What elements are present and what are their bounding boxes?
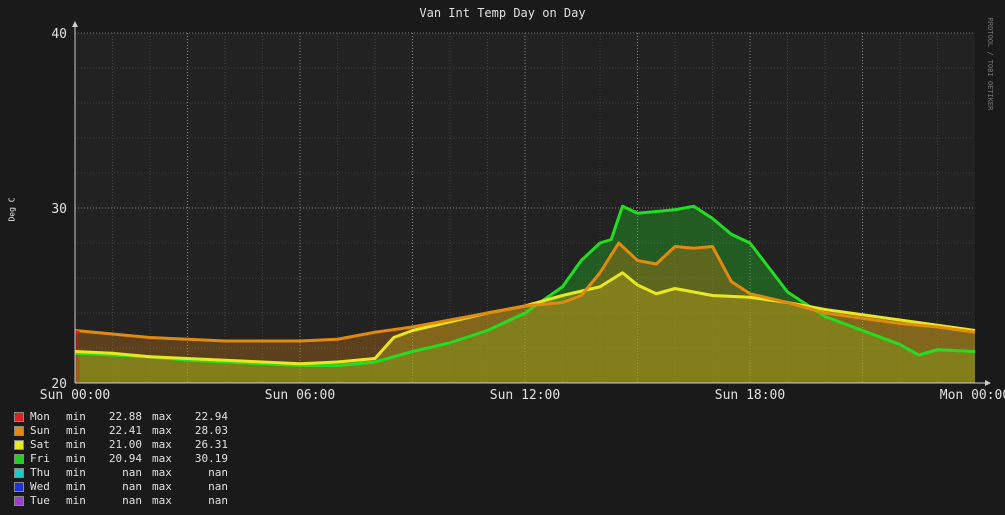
legend-swatch-mon xyxy=(14,412,24,422)
y-axis-label: Deg C xyxy=(7,197,17,222)
legend-name: Wed xyxy=(30,480,50,493)
legend-max-value: nan xyxy=(208,480,228,493)
y-tick-label: 20 xyxy=(51,377,67,392)
legend-max-value: nan xyxy=(208,494,228,507)
chart-title: Van Int Temp Day on Day xyxy=(419,6,586,20)
legend-min-label: min xyxy=(66,466,86,479)
legend-max-label: max xyxy=(152,410,172,423)
legend-min-value: nan xyxy=(122,466,142,479)
legend-swatch-tue xyxy=(14,496,24,506)
legend-swatch-wed xyxy=(14,482,24,492)
legend-min-value: 22.41 xyxy=(108,424,142,437)
legend-name: Thu xyxy=(30,466,50,479)
series-line-sun xyxy=(74,241,976,343)
legend-min-value: 22.88 xyxy=(108,410,142,423)
legend-name: Mon xyxy=(30,410,50,423)
legend-name: Sun xyxy=(30,424,50,437)
legend-row-wed: Wed min nan max nan xyxy=(14,480,228,494)
legend-row-fri: Fri min 20.94 max 30.19 xyxy=(14,452,228,466)
legend-swatch-sun xyxy=(14,426,24,436)
legend-row-sun: Sun min 22.41 max 28.03 xyxy=(14,424,228,438)
y-axis-arrow xyxy=(72,21,78,27)
legend-row-sat: Sat min 21.00 max 26.31 xyxy=(14,438,228,452)
legend-max-value: 22.94 xyxy=(194,410,228,423)
legend-max-value: 28.03 xyxy=(194,424,228,437)
legend-min-label: min xyxy=(66,494,86,507)
x-tick-label: Mon 00:00 xyxy=(940,388,1005,403)
legend-min-label: min xyxy=(66,480,86,493)
legend-row-thu: Thu min nan max nan xyxy=(14,466,228,480)
x-axis-arrow xyxy=(985,380,991,386)
legend-row-tue: Tue min nan max nan xyxy=(14,494,228,508)
legend-swatch-fri xyxy=(14,454,24,464)
legend-name: Tue xyxy=(30,494,50,507)
legend-name: Fri xyxy=(30,452,50,465)
legend-min-value: nan xyxy=(122,480,142,493)
legend-min-value: 21.00 xyxy=(108,438,142,451)
legend-max-value: 30.19 xyxy=(194,452,228,465)
legend-min-label: min xyxy=(66,452,86,465)
legend-max-value: 26.31 xyxy=(194,438,228,451)
x-tick-label: Sun 18:00 xyxy=(715,388,785,403)
legend-max-label: max xyxy=(152,466,172,479)
legend-max-value: nan xyxy=(208,466,228,479)
legend-min-label: min xyxy=(66,424,86,437)
legend-min-label: min xyxy=(66,410,86,423)
x-tick-label: Sun 06:00 xyxy=(265,388,335,403)
series-line-mon xyxy=(74,330,80,335)
legend-name: Sat xyxy=(30,438,50,451)
y-tick-label: 30 xyxy=(51,202,67,217)
legend-max-label: max xyxy=(152,438,172,451)
rrdtool-watermark: RRDTOOL / TOBI OETIKER xyxy=(986,17,994,111)
legend-max-label: max xyxy=(152,424,172,437)
x-tick-label: Sun 12:00 xyxy=(490,388,560,403)
legend: Mon min 22.88 max 22.94 Sun min 22.41 ma… xyxy=(14,410,228,508)
y-tick-label: 40 xyxy=(51,27,67,42)
series-area-sat xyxy=(75,272,975,383)
series-line-sat xyxy=(74,271,976,366)
legend-max-label: max xyxy=(152,494,172,507)
series-area-mon xyxy=(75,331,80,383)
legend-min-value: nan xyxy=(122,494,142,507)
legend-row-mon: Mon min 22.88 max 22.94 xyxy=(14,410,228,424)
legend-min-label: min xyxy=(66,438,86,451)
legend-max-label: max xyxy=(152,480,172,493)
x-tick-label: Sun 00:00 xyxy=(40,388,110,403)
legend-swatch-sat xyxy=(14,440,24,450)
series-line-fri xyxy=(74,204,976,367)
legend-min-value: 20.94 xyxy=(108,452,142,465)
series-area-fri xyxy=(75,206,975,383)
legend-swatch-thu xyxy=(14,468,24,478)
legend-max-label: max xyxy=(152,452,172,465)
